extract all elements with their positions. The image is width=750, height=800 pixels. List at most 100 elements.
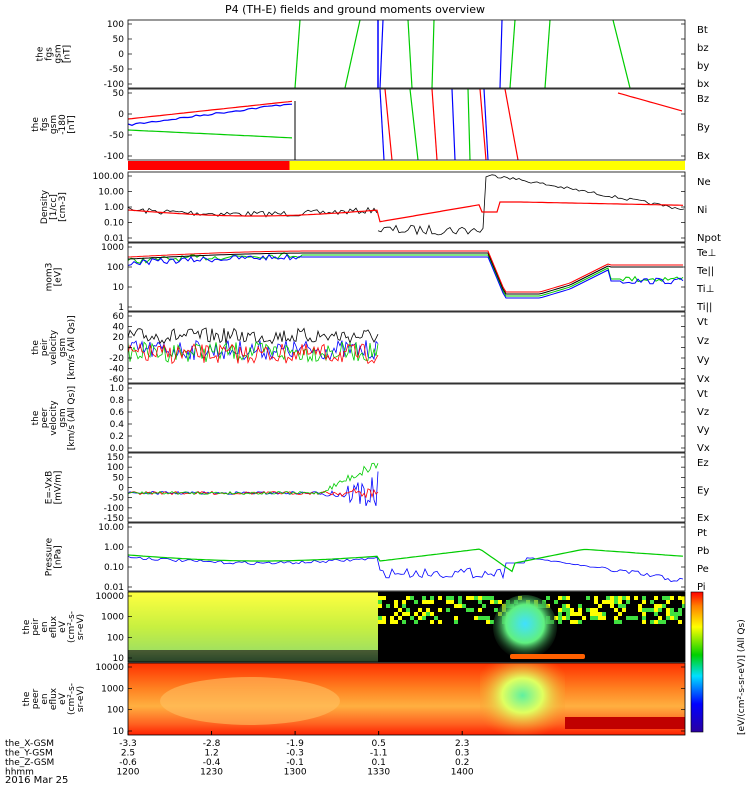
peir-spectrogram-cell: [558, 608, 562, 612]
peir-spectrogram-cell: [430, 620, 434, 624]
fgs_sm-ylabel: -180: [58, 114, 68, 135]
peir-spectrogram-cell: [658, 608, 662, 612]
peer_velocity-ytick-label: 1.0: [110, 384, 125, 394]
legend-efield-2: Ex: [697, 513, 709, 524]
density-ytick-label: 0.10: [104, 219, 124, 229]
peir-spectrogram-cell: [382, 620, 386, 624]
peer_velocity-ytick-label: 0.6: [110, 408, 125, 418]
peir-spectrogram-cell: [478, 596, 482, 600]
peir-spectrogram-cell: [618, 612, 622, 616]
peir-spectrogram-cell: [590, 616, 594, 620]
x-axis-row-label: the_Y-GSM: [5, 749, 53, 759]
legend-pressure-3: Pi: [697, 582, 706, 593]
x-axis-tick-label: -0.6: [119, 758, 137, 768]
peir-spectrogram-cell: [554, 600, 558, 604]
peir-spectrogram-cell: [558, 612, 562, 616]
panel-peir_spec: 10000 1000 100 10 the peir en eflux eV (cm²-s-sr-…: [22, 591, 686, 664]
peer_spec-ytick-label: 10000: [95, 663, 124, 673]
peir-spectrogram-cell: [642, 620, 646, 624]
peir-spectrogram-cell: [582, 616, 586, 620]
peir-spectrogram-cell: [462, 604, 466, 608]
peir-spectrogram-cell: [546, 596, 550, 600]
peir-spectrogram-cell: [378, 600, 382, 604]
mode-bar-segment: [128, 161, 290, 170]
peir-spectrogram-cell: [482, 616, 486, 620]
peir-spectrogram-cell: [426, 612, 430, 616]
efield-ytick-label: 150: [107, 453, 124, 463]
peer_velocity-ylabel: gsm: [58, 408, 68, 427]
peir-spectrogram-band: [510, 654, 585, 659]
fgs-ylabel: gsm: [54, 44, 64, 63]
peir-velocity-series-3: [128, 342, 379, 365]
pressure-pe: [128, 548, 684, 573]
peir-spectrogram-cell: [386, 604, 390, 608]
density-ylabel: [1/cc]: [49, 194, 59, 220]
fgs-plot-area: [294, 20, 631, 88]
peir-spectrogram-cell: [394, 600, 398, 604]
peir_velocity-plot-area: [128, 327, 379, 365]
legend-temperature-0: Te⊥: [696, 248, 716, 259]
peir-spectrogram-cell: [602, 600, 606, 604]
peer_spec-ytick-label: 100: [107, 706, 124, 716]
efield-ylabel: [mV/m]: [54, 471, 64, 505]
peir-spectrogram-cell: [402, 612, 406, 616]
peir-spectrogram-cell: [606, 600, 610, 604]
peer_velocity-ylabel: the: [31, 410, 41, 425]
peir-spectrogram-cell: [486, 616, 490, 620]
x-axis-tick-label: -2.8: [203, 739, 221, 749]
x-axis-tick-label: 1.2: [204, 749, 218, 759]
peir-spectrogram-cell: [478, 608, 482, 612]
peir-spectrogram-low: [128, 650, 378, 662]
x-axis-tick-label: 0.3: [455, 749, 469, 759]
peir_spec-ytick-label: 1000: [101, 613, 124, 623]
peir-spectrogram-cell: [622, 608, 626, 612]
fgs-ytick-label: -50: [109, 65, 124, 75]
peir-spectrogram-cell: [658, 616, 662, 620]
peir_velocity-ylabel: the: [31, 340, 41, 355]
peir_spec-ylabel: peir: [31, 618, 41, 636]
peir_velocity-ytick-label: -60: [109, 375, 124, 385]
x-axis-tick-label: 0.1: [371, 758, 385, 768]
legend-peer_velocity-2: Vy: [697, 425, 710, 436]
temperature-ytick-label: 10: [113, 283, 125, 293]
peir-spectrogram-cell: [562, 596, 566, 600]
peir-spectrogram-cell: [598, 616, 602, 620]
peir-spectrogram-cell: [378, 620, 382, 624]
peir-spectrogram-cell: [438, 620, 442, 624]
pressure-ytick-label: 0.01: [104, 583, 124, 593]
x-axis-tick-label: 1300: [284, 768, 307, 778]
fgs-sm-trace: [483, 89, 489, 160]
fgs-trace: [612, 20, 631, 88]
peir-spectrogram-cell: [446, 600, 450, 604]
peir-spectrogram-cell: [678, 608, 682, 612]
peer_spec-ylabel: the: [22, 691, 32, 706]
peir-spectrogram-cell: [678, 596, 682, 600]
peir_velocity-ylabel: [km/s (All Qs)]: [67, 315, 77, 379]
peir-spectrogram-cell: [382, 596, 386, 600]
temperature-series-0: [128, 252, 684, 297]
peir-spectrogram-cell: [406, 612, 410, 616]
peir_velocity-frame: [127, 311, 686, 384]
peir-spectrogram-cell: [626, 596, 630, 600]
peer_spec-ylabel: eV: [58, 692, 68, 705]
peir-spectrogram-cell: [382, 616, 386, 620]
peir-spectrogram-cell: [642, 616, 646, 620]
peir-spectrogram-cell: [614, 596, 618, 600]
legend-pressure-2: Pe: [697, 564, 709, 575]
legend-fgs_sm-2: Bx: [697, 151, 710, 162]
density-plot-area: [128, 174, 685, 236]
panel-peer_velocity: 1.0 0.8 0.6 0.4 0.2 0.0 the peer velocity gsm [km/…: [31, 383, 710, 454]
legend-fgs-0: Bt: [697, 25, 708, 36]
peir-spectrogram-cell: [634, 596, 638, 600]
fgs_sm-ytick-label: -50: [109, 131, 124, 141]
peir_spec-ytick-label: 100: [107, 633, 124, 643]
peir-spectrogram-cell: [490, 600, 494, 604]
fgs_sm-ytick-label: -100: [104, 152, 125, 162]
legend-pressure-1: Pb: [697, 546, 709, 557]
peir-spectrogram-cell: [614, 620, 618, 624]
peir-spectrogram-cell: [594, 600, 598, 604]
peir-spectrogram-cell: [414, 600, 418, 604]
peir_velocity-ytick-label: 0: [118, 344, 124, 354]
peer_spec-ylabel: sr-eV): [76, 686, 86, 712]
peir-spectrogram-cell: [594, 608, 598, 612]
